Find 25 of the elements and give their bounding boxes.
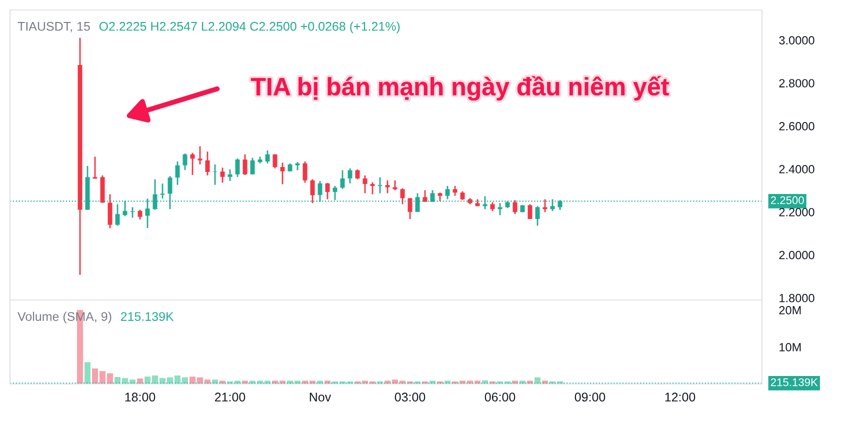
x-tick-label: 03:00 <box>394 392 426 402</box>
y-tick-label: 3.0000 <box>779 36 814 44</box>
y-tick-label: 1.8000 <box>780 294 814 302</box>
y-tick-label: 2.2000 <box>779 208 814 216</box>
x-tick-label: 12:00 <box>665 392 696 402</box>
y-tick-label: 2.0000 <box>779 250 814 260</box>
annotation: TIA bị bán mạnh ngày đầu niêm yết <box>250 76 669 101</box>
x-tick-label: 18:00 <box>125 392 156 402</box>
text: TIAUSDT, 15 <box>18 22 90 32</box>
annotation: 215.139K <box>120 312 174 321</box>
y-tick-label: 20M <box>779 306 801 314</box>
bar <box>84 362 90 384</box>
y-tick-label: 2.8000 <box>779 79 814 88</box>
x-tick-label: Nov <box>310 392 332 402</box>
x-tick-label: 21:00 <box>214 392 246 402</box>
x-tick-label: 06:00 <box>484 392 516 402</box>
y-tick-label: 10M <box>780 343 801 352</box>
text: O2.2225 H2.2547 L2.2094 C2.2500 +0.0268 (+1.21%) <box>99 22 400 34</box>
ref-line-label: 215.139K <box>770 378 818 386</box>
ref-line-label: 2.2500 <box>770 196 804 204</box>
x-tick-label: 09:00 <box>574 392 606 402</box>
candlestick <box>198 146 202 166</box>
candlestick <box>378 176 382 194</box>
y-tick-label: 2.6000 <box>779 122 814 130</box>
y-tick-label: 2.4000 <box>779 164 814 174</box>
